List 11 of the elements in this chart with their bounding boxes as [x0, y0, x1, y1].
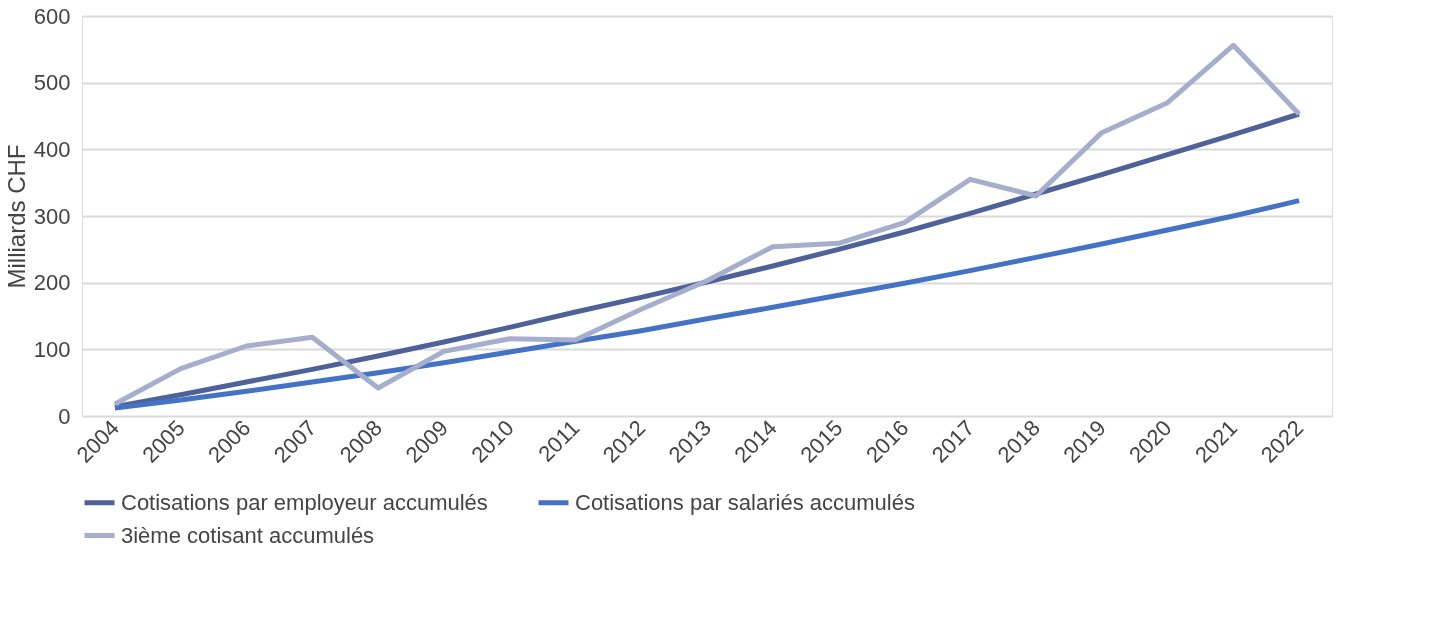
y-tick-label: 0 — [58, 403, 71, 429]
y-tick-label: 100 — [33, 336, 71, 362]
y-tick-label: 600 — [33, 3, 71, 29]
y-axis-title: Milliards CHF — [2, 144, 30, 289]
legend-label: Cotisations par employeur accumulés — [121, 489, 488, 515]
legend-label: Cotisations par salariés accumulés — [575, 489, 915, 515]
y-tick-label: 400 — [33, 136, 71, 162]
y-tick-label: 300 — [33, 203, 71, 229]
legend-label: 3ième cotisant accumulés — [121, 522, 375, 548]
y-tick-label: 200 — [33, 270, 71, 296]
y-tick-label: 500 — [33, 70, 71, 96]
